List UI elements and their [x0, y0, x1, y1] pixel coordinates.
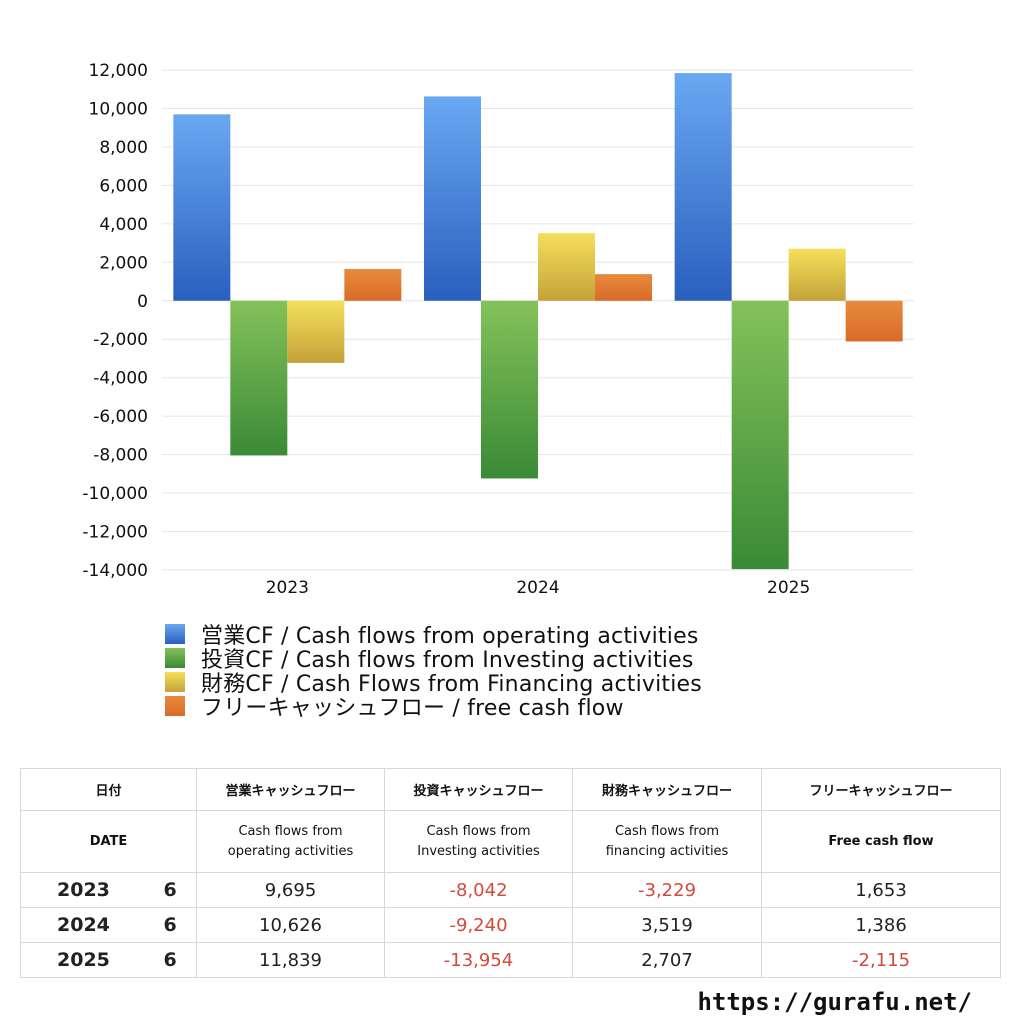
y-tick-label: -2,000 — [93, 330, 148, 350]
row-month: 6 — [145, 872, 198, 908]
row-month: 6 — [145, 942, 198, 978]
legend-swatch-free-cash-flow — [165, 696, 185, 716]
row-operating: 9,695 — [196, 872, 386, 908]
table-row: 2023 6 9,695 -8,042 -3,229 1,653 — [20, 872, 1002, 908]
bar-2025-series-4 — [845, 300, 903, 342]
legend-label-financing: 財務CF / Cash Flows from Financing activit… — [201, 672, 702, 697]
y-tick-label: -12,000 — [82, 523, 148, 543]
row-financing: 3,519 — [572, 907, 763, 943]
legend-label-free-cash-flow: フリーキャッシュフロー / free cash flow — [201, 696, 624, 721]
row-investing: -9,240 — [384, 907, 574, 943]
y-tick-label: -10,000 — [82, 484, 148, 504]
bar-2025-series-2 — [731, 300, 789, 570]
row-financing: 2,707 — [572, 942, 763, 978]
row-year: 2023 — [20, 872, 146, 908]
header-date-en: DATE — [19, 810, 198, 873]
header-financing-en: Cash flows from financing activities — [572, 810, 763, 873]
legend-item-operating: 営業CF / Cash flows from operating activit… — [165, 622, 702, 649]
row-operating: 10,626 — [196, 907, 386, 943]
header-operating-en: Cash flows from operating activities — [196, 810, 386, 873]
bar-2023-series-3 — [287, 300, 345, 363]
bar-2025-series-3 — [788, 248, 846, 301]
y-axis: 12,000 10,000 8,000 6,000 4,000 2,000 0 -2,000 -… — [82, 61, 148, 581]
row-fcf: -2,115 — [761, 942, 1002, 978]
legend-swatch-financing — [165, 672, 185, 692]
row-investing: -8,042 — [384, 872, 574, 908]
legend-label-investing: 投資CF / Cash flows from Investing activit… — [201, 648, 694, 673]
table-row: 2025 6 11,839 -13,954 2,707 -2,115 — [20, 942, 1002, 978]
cash-flow-bar-chart: 12,000 10,000 8,000 6,000 4,000 2,000 0 -2,000 -… — [82, 61, 914, 598]
legend-item-free-cash-flow: フリーキャッシュフロー / free cash flow — [165, 694, 702, 721]
table-row: 2024 6 10,626 -9,240 3,519 1,386 — [20, 907, 1002, 943]
y-tick-label: -14,000 — [82, 561, 148, 581]
y-tick-label: -8,000 — [93, 446, 148, 466]
header-fcf-jp: フリーキャッシュフロー — [761, 768, 1002, 811]
header-investing-en: Cash flows from Investing activities — [384, 810, 574, 873]
row-investing: -13,954 — [384, 942, 574, 978]
legend-label-operating: 営業CF / Cash flows from operating activit… — [201, 624, 699, 649]
bar-2024-series-3 — [538, 233, 595, 301]
y-tick-label: 8,000 — [99, 138, 148, 158]
legend-item-investing: 投資CF / Cash flows from Investing activit… — [165, 646, 702, 673]
site-url: https://gurafu.net/ — [697, 988, 972, 1016]
bar-2023-series-2 — [230, 300, 288, 456]
y-tick-label: 2,000 — [99, 253, 148, 273]
bar-2024-series-1 — [424, 96, 481, 301]
bar-2024-series-4 — [595, 274, 652, 301]
y-tick-label: 10,000 — [89, 99, 148, 119]
bar-2025-series-1 — [674, 73, 732, 301]
row-fcf: 1,653 — [761, 872, 1002, 908]
row-year: 2024 — [20, 907, 146, 943]
bar-2023-series-4 — [344, 268, 402, 301]
x-axis: 2023 2024 2025 — [266, 578, 811, 598]
header-date-jp: 日付 — [19, 768, 198, 811]
y-tick-label: 0 — [137, 292, 148, 312]
table-header-en: DATE Cash flows from operating activities… — [19, 810, 1002, 873]
bar-2023-series-1 — [173, 114, 231, 301]
legend-swatch-investing — [165, 648, 185, 668]
table-header-jp: 日付 営業キャッシュフロー 投資キャッシュフロー 財務キャッシュフロー フリーキ… — [19, 768, 1002, 811]
y-tick-label: -4,000 — [93, 369, 148, 389]
cash-flow-table: 日付 営業キャッシュフロー 投資キャッシュフロー 財務キャッシュフロー フリーキ… — [19, 768, 1002, 978]
y-tick-label: 4,000 — [99, 215, 148, 235]
header-fcf-en: Free cash flow — [761, 810, 1002, 873]
legend-swatch-operating — [165, 624, 185, 644]
y-tick-label: -6,000 — [93, 407, 148, 427]
chart-legend: 営業CF / Cash flows from operating activit… — [165, 622, 702, 721]
row-fcf: 1,386 — [761, 907, 1002, 943]
row-operating: 11,839 — [196, 942, 386, 978]
y-tick-label: 6,000 — [99, 176, 148, 196]
header-investing-jp: 投資キャッシュフロー — [384, 768, 574, 811]
header-financing-jp: 財務キャッシュフロー — [572, 768, 763, 811]
row-year: 2025 — [20, 942, 146, 978]
row-financing: -3,229 — [572, 872, 763, 908]
x-tick-label: 2025 — [767, 578, 810, 598]
header-operating-jp: 営業キャッシュフロー — [196, 768, 386, 811]
y-tick-label: 12,000 — [89, 61, 148, 81]
x-tick-label: 2024 — [516, 578, 559, 598]
row-month: 6 — [145, 907, 198, 943]
x-tick-label: 2023 — [266, 578, 309, 598]
bar-2024-series-2 — [481, 300, 538, 479]
legend-item-financing: 財務CF / Cash Flows from Financing activit… — [165, 670, 702, 697]
chart-bars — [173, 73, 903, 570]
